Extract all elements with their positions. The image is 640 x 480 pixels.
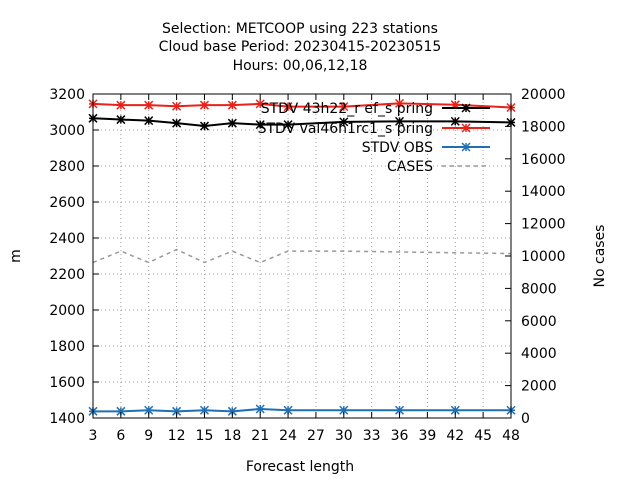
y2-axis-label: No cases — [592, 225, 608, 288]
grid — [93, 94, 511, 418]
y2-tick-label: 8000 — [521, 281, 557, 297]
data-point-2 — [255, 404, 265, 414]
y-tick-label: 2200 — [49, 267, 85, 283]
x-tick-label: 6 — [116, 428, 125, 444]
x-tick-label: 27 — [307, 428, 325, 444]
x-tick-label: 48 — [502, 428, 520, 444]
x-tick-label: 3 — [89, 428, 98, 444]
y2-tick-label: 0 — [521, 411, 530, 427]
data-point-1 — [283, 102, 293, 112]
y2-tick-label: 16000 — [521, 152, 566, 168]
x-axis-label: Forecast length — [246, 459, 354, 475]
x-tick-label: 36 — [391, 428, 409, 444]
data-point-0 — [144, 116, 154, 126]
data-point-2 — [199, 405, 209, 415]
y-tick-label: 3000 — [49, 123, 85, 139]
data-point-1 — [144, 100, 154, 110]
series-line-3 — [92, 248, 512, 264]
title-line-3: Hours: 00,06,12,18 — [233, 58, 368, 74]
chart-title: Selection: METCOOP using 223 stations Cl… — [159, 21, 442, 74]
y-tick-label: 2800 — [49, 159, 85, 175]
y-tick-label: 2400 — [49, 231, 85, 247]
legend-label-0: STDV 43h22_r ef_s pring — [261, 101, 433, 117]
legend-label-1: STDV val46h1rc1_s pring — [258, 121, 433, 137]
data-point-1 — [339, 102, 349, 112]
data-point-1 — [116, 100, 126, 110]
legend-label-3: CASES — [387, 159, 433, 175]
legend-marker-1 — [461, 123, 471, 133]
series-line-2 — [93, 407, 511, 413]
y-tick-label: 1600 — [49, 375, 85, 391]
series-layer — [88, 98, 516, 416]
data-point-1 — [227, 100, 237, 110]
data-point-2 — [116, 406, 126, 416]
y2-tick-label: 18000 — [521, 119, 566, 135]
data-point-0 — [199, 121, 209, 131]
x-tick-label: 30 — [335, 428, 353, 444]
data-point-1 — [255, 99, 265, 109]
title-line-1: Selection: METCOOP using 223 stations — [162, 21, 438, 37]
data-point-0 — [255, 120, 265, 130]
y-tick-label: 1400 — [49, 411, 85, 427]
title-line-2: Cloud base Period: 20230415-20230515 — [159, 39, 442, 55]
data-point-0 — [116, 115, 126, 125]
data-point-0 — [395, 116, 405, 126]
x-tick-label: 42 — [446, 428, 464, 444]
legend-marker-2 — [461, 142, 471, 152]
data-point-1 — [395, 98, 405, 108]
y-tick-label: 3200 — [49, 87, 85, 103]
data-point-2 — [144, 405, 154, 415]
y2-tick-label: 6000 — [521, 314, 557, 330]
y2-tick-label: 12000 — [521, 217, 566, 233]
data-point-1 — [199, 100, 209, 110]
x-tick-label: 33 — [363, 428, 381, 444]
y2-tick-label: 10000 — [521, 249, 566, 265]
x-tick-label: 45 — [474, 428, 492, 444]
data-point-0 — [172, 118, 182, 128]
data-point-0 — [283, 120, 293, 130]
x-tick-label: 15 — [196, 428, 214, 444]
y-axis-label: m — [8, 249, 24, 263]
y2-tick-label: 4000 — [521, 346, 557, 362]
data-point-2 — [283, 405, 293, 415]
data-point-0 — [450, 116, 460, 126]
legend: STDV 43h22_r ef_s pring STDV val46h1rc1_s… — [258, 101, 490, 175]
y2-tick-label: 14000 — [521, 184, 566, 200]
y-tick-label: 2600 — [49, 195, 85, 211]
data-point-0 — [339, 117, 349, 127]
data-point-2 — [227, 406, 237, 416]
legend-marker-0 — [461, 103, 471, 113]
y-tick-label: 1800 — [49, 339, 85, 355]
y-tick-label: 2000 — [49, 303, 85, 319]
data-point-0 — [227, 118, 237, 128]
legend-label-2: STDV OBS — [362, 140, 433, 156]
data-point-2 — [339, 405, 349, 415]
data-point-1 — [172, 101, 182, 111]
plot-frame — [92, 93, 512, 419]
x-tick-label: 21 — [251, 428, 269, 444]
y2-tick-label: 2000 — [521, 379, 557, 395]
series-line-0 — [92, 117, 512, 128]
axis-ticks: 3 6 9 12 15 18 21 24 27 30 33 36 39 42 45 4814001600180… — [49, 87, 565, 444]
x-tick-label: 12 — [168, 428, 186, 444]
x-tick-label: 9 — [144, 428, 153, 444]
y2-tick-label: 20000 — [521, 87, 566, 103]
x-tick-label: 39 — [418, 428, 436, 444]
x-tick-label: 24 — [279, 428, 297, 444]
x-tick-label: 18 — [223, 428, 241, 444]
series-line-1 — [92, 102, 512, 109]
